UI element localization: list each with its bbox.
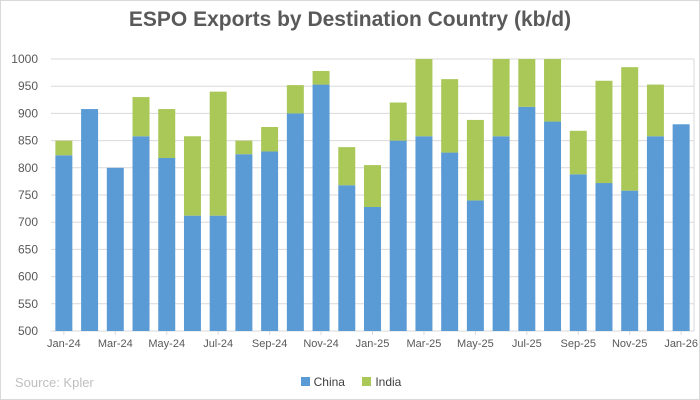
svg-text:Jul-24: Jul-24 xyxy=(203,338,233,350)
svg-text:1000: 1000 xyxy=(11,52,38,66)
svg-text:May-25: May-25 xyxy=(457,338,494,350)
svg-text:Jan-26: Jan-26 xyxy=(664,338,698,350)
svg-text:600: 600 xyxy=(18,270,38,284)
svg-text:Jan-24: Jan-24 xyxy=(47,338,81,350)
svg-text:Jan-25: Jan-25 xyxy=(356,338,390,350)
svg-text:950: 950 xyxy=(18,79,38,93)
svg-text:Sep-24: Sep-24 xyxy=(252,338,287,350)
svg-text:Mar-24: Mar-24 xyxy=(98,338,133,350)
svg-text:500: 500 xyxy=(18,324,38,338)
svg-text:900: 900 xyxy=(18,106,38,120)
svg-text:700: 700 xyxy=(18,215,38,229)
svg-text:Jul-25: Jul-25 xyxy=(512,338,542,350)
svg-text:650: 650 xyxy=(18,242,38,256)
svg-text:750: 750 xyxy=(18,188,38,202)
svg-text:Mar-25: Mar-25 xyxy=(407,338,442,350)
svg-text:Sep-25: Sep-25 xyxy=(561,338,596,350)
svg-text:550: 550 xyxy=(18,297,38,311)
svg-text:Nov-24: Nov-24 xyxy=(303,338,338,350)
svg-text:Nov-25: Nov-25 xyxy=(612,338,647,350)
svg-text:May-24: May-24 xyxy=(148,338,185,350)
svg-text:850: 850 xyxy=(18,134,38,148)
svg-text:800: 800 xyxy=(18,161,38,175)
